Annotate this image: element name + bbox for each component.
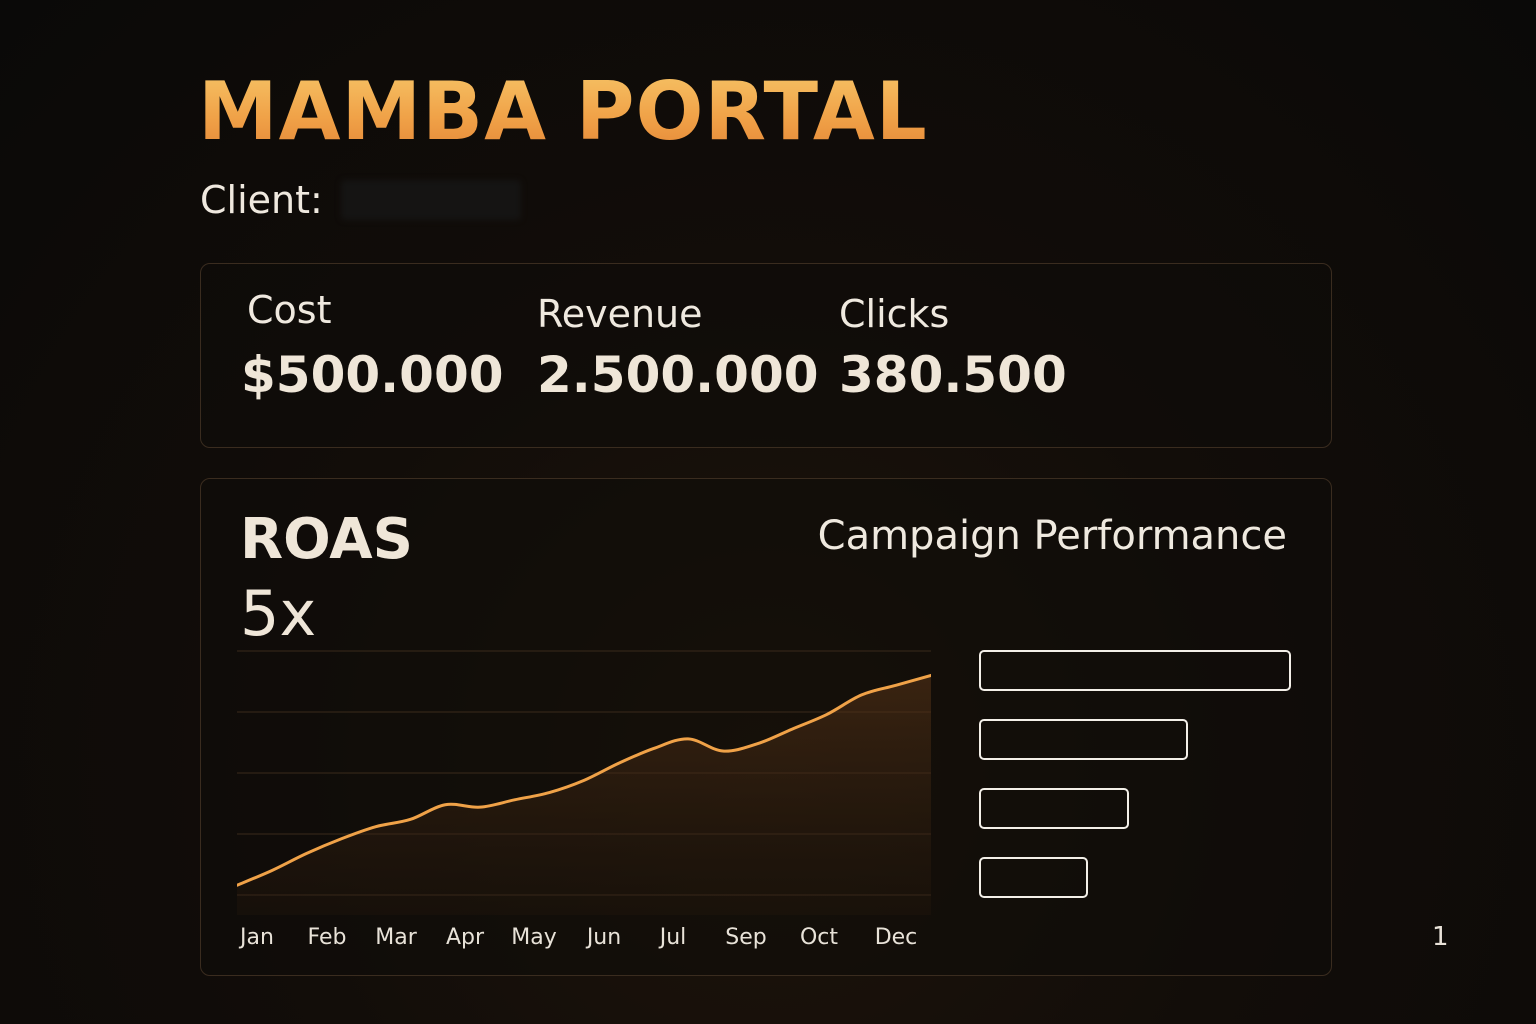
- x-tick-label: Jan: [240, 925, 274, 950]
- kpi-revenue-value: 2.500.000: [537, 346, 819, 404]
- kpi-cost: Cost $500.000: [241, 288, 504, 404]
- client-row: Client:: [200, 178, 521, 222]
- x-tick-label: Sep: [725, 925, 767, 950]
- performance-card: ROAS 5x Campaign Performance Jan Feb Mar Ap…: [200, 478, 1332, 976]
- x-tick-label: Jul: [659, 925, 687, 950]
- x-axis-labels: Jan Feb Mar Apr May Jun Jul Sep Oct Dec: [201, 925, 961, 955]
- roas-line: [237, 673, 931, 887]
- roas-value: 5x: [240, 577, 317, 650]
- client-name-redacted: [340, 180, 521, 220]
- kpi-clicks: Clicks 380.500: [839, 292, 1067, 404]
- campaign-bar: [979, 719, 1188, 760]
- campaign-bar: [979, 788, 1129, 829]
- kpi-cost-label: Cost: [247, 288, 332, 332]
- roas-line-chart: [237, 650, 931, 915]
- kpi-cost-value: $500.000: [241, 346, 504, 404]
- kpi-revenue: Revenue 2.500.000: [537, 292, 819, 404]
- roas-label: ROAS: [240, 507, 413, 572]
- x-tick-label: Feb: [307, 925, 347, 950]
- x-tick-label: May: [511, 925, 557, 950]
- x-tick-label: Apr: [445, 925, 485, 950]
- page-number: 1: [1432, 922, 1449, 952]
- roas-area: [237, 675, 931, 915]
- kpi-clicks-value: 380.500: [839, 346, 1067, 404]
- campaign-performance-title: Campaign Performance: [817, 513, 1287, 559]
- client-label: Client:: [200, 178, 323, 222]
- kpi-clicks-label: Clicks: [839, 292, 950, 336]
- campaign-bar: [979, 857, 1088, 898]
- campaign-bar: [979, 650, 1291, 691]
- x-tick-label: Mar: [375, 925, 417, 950]
- kpi-card: Cost $500.000 Revenue 2.500.000 Clicks 3…: [200, 263, 1332, 448]
- x-tick-label: Jun: [586, 925, 622, 950]
- app-title: MAMBA PORTAL: [198, 62, 928, 162]
- kpi-revenue-label: Revenue: [537, 292, 703, 336]
- x-tick-label: Dec: [874, 925, 918, 950]
- x-tick-label: Oct: [799, 925, 839, 950]
